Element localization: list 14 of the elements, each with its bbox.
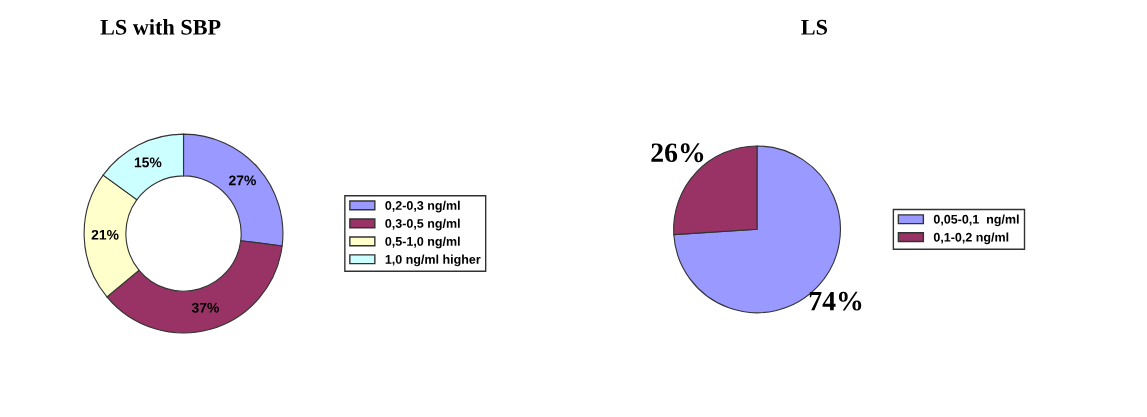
data-label: 21% <box>91 229 119 240</box>
data-label: 26% <box>651 143 704 163</box>
data-label: 15% <box>134 157 162 168</box>
legend-label: 0,5-1,0 ng/ml <box>385 236 460 249</box>
legend-label: 0,2-0,3 ng/ml <box>385 200 460 213</box>
legend-label: 0,05-0,1 ng/ml <box>933 214 1019 227</box>
legend-label: 0,1-0,2 ng/ml <box>933 232 1009 245</box>
legend-label: 0,3-0,5 ng/ml <box>385 218 460 231</box>
legend-label: 1,0 ng/ml higher <box>385 254 481 267</box>
data-label: 27% <box>229 175 256 186</box>
chart-title: LS <box>801 19 828 35</box>
chart-title: LS with SBP <box>100 19 221 35</box>
data-label: 74% <box>809 291 862 311</box>
data-label: 37% <box>191 302 219 313</box>
